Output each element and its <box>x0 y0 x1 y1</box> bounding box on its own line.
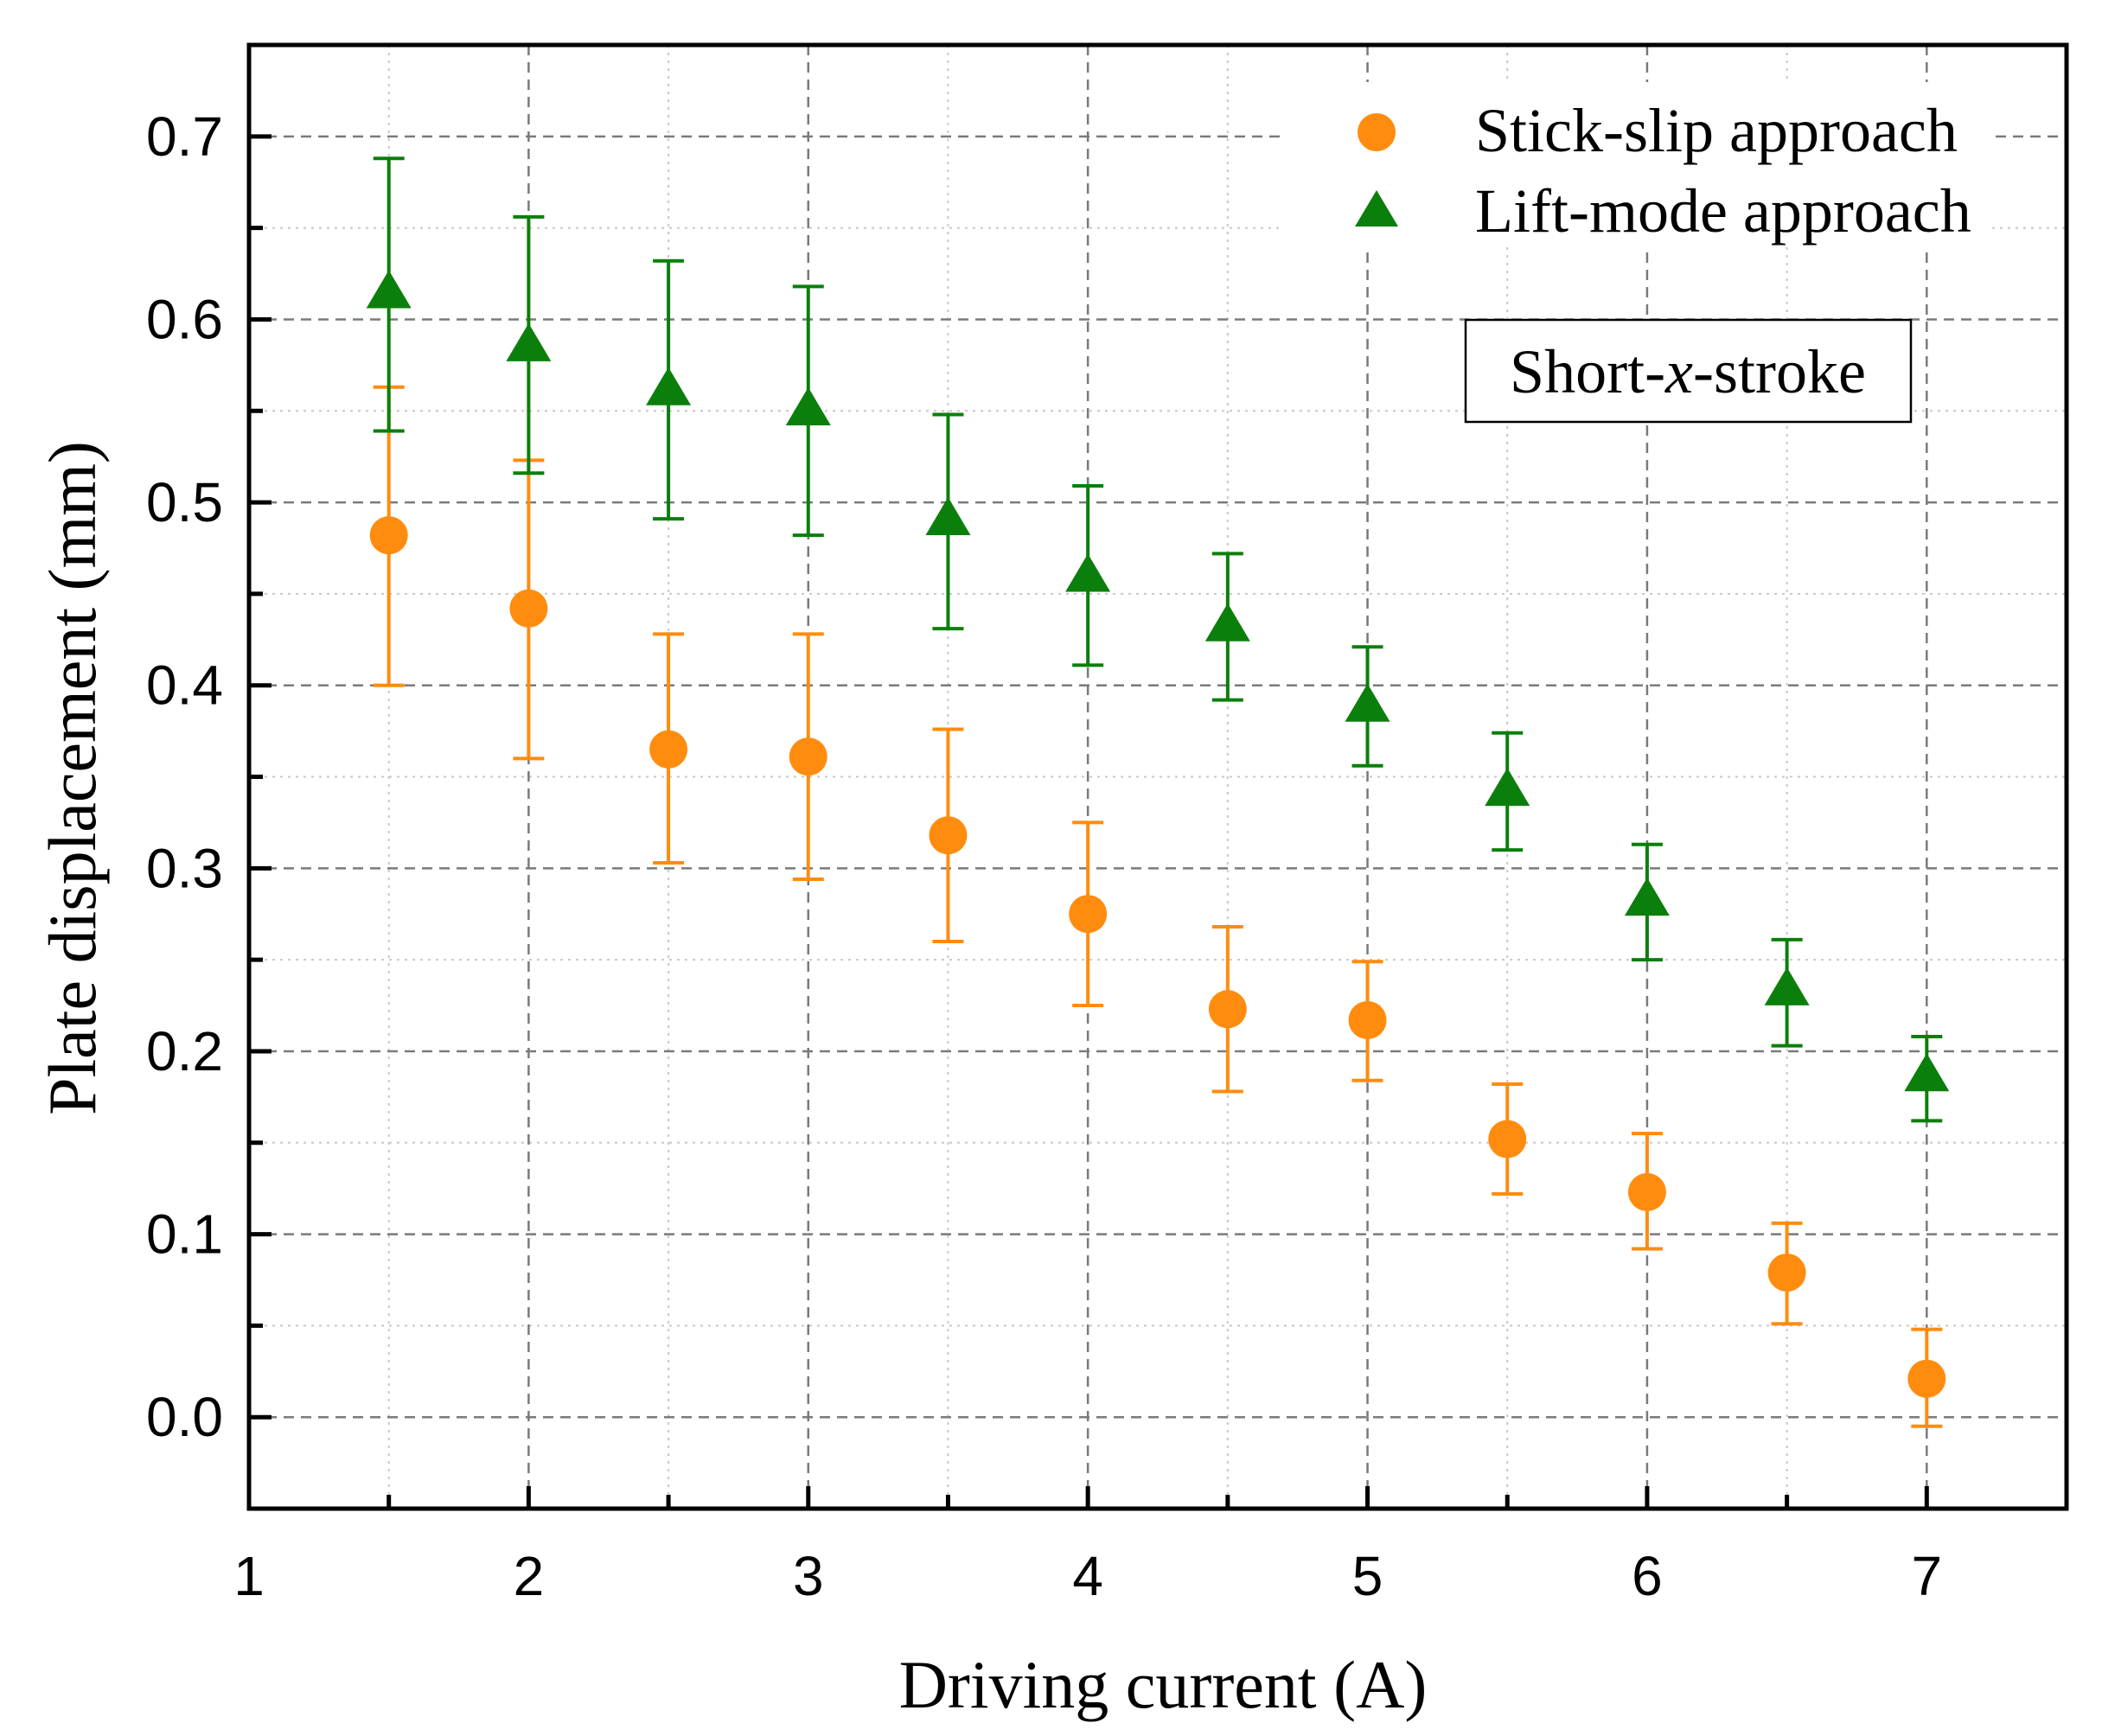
point-stick-slip <box>1348 1000 1387 1039</box>
y-tick-label: 0.1 <box>146 1203 223 1266</box>
annotation-suffix: -stroke <box>1693 337 1866 406</box>
point-stick-slip <box>1627 1172 1666 1211</box>
data-markers <box>366 270 1950 1398</box>
x-axis-title: Driving current (A) <box>899 1647 1428 1722</box>
point-lift-mode <box>506 322 552 361</box>
point-stick-slip <box>509 589 548 628</box>
legend-marker-lift-mode <box>1355 190 1398 227</box>
point-lift-mode <box>1624 878 1670 916</box>
point-lift-mode <box>1345 683 1390 722</box>
point-stick-slip <box>1208 990 1247 1029</box>
x-tick-label: 3 <box>793 1545 824 1607</box>
point-lift-mode <box>366 270 412 309</box>
point-lift-mode <box>925 496 971 535</box>
point-lift-mode <box>1764 967 1810 1005</box>
point-stick-slip <box>369 516 408 555</box>
x-tick-label: 6 <box>1632 1545 1663 1607</box>
x-tick-label: 1 <box>233 1545 265 1607</box>
y-tick-label: 0.7 <box>146 105 223 168</box>
point-lift-mode <box>1485 768 1530 807</box>
point-stick-slip <box>929 816 968 855</box>
point-stick-slip <box>789 737 827 776</box>
y-tick-label: 0.4 <box>146 654 223 717</box>
legend: Stick-slip approach Lift-mode approach <box>1280 82 1989 246</box>
x-tick-label: 7 <box>1912 1545 1943 1607</box>
y-axis-title: Plate displacement (mm) <box>35 441 110 1115</box>
legend-background <box>1280 82 1989 246</box>
point-stick-slip <box>1069 895 1108 934</box>
point-lift-mode <box>1904 1053 1950 1092</box>
y-tick-label: 0.0 <box>146 1386 223 1448</box>
point-lift-mode <box>646 367 692 405</box>
y-tick-label: 0.6 <box>146 288 223 350</box>
point-stick-slip <box>649 730 688 769</box>
annotation-prefix: Short- <box>1510 337 1665 406</box>
point-stick-slip <box>1488 1120 1527 1158</box>
point-lift-mode <box>785 386 831 425</box>
y-tick-label: 0.3 <box>146 837 223 899</box>
x-tick-label: 5 <box>1352 1545 1383 1607</box>
point-lift-mode <box>1204 603 1250 641</box>
point-stick-slip <box>1767 1254 1806 1292</box>
y-tick-label: 0.5 <box>146 471 223 533</box>
legend-label-lift-mode: Lift-mode approach <box>1475 176 1971 246</box>
grid <box>249 44 2067 1509</box>
annotation-label: Short-x-stroke <box>1510 337 1866 406</box>
point-stick-slip <box>1907 1359 1946 1398</box>
annotation-box: Short-x-stroke <box>1464 318 1913 424</box>
x-tick-label: 4 <box>1072 1545 1103 1607</box>
legend-label-stick-slip: Stick-slip approach <box>1475 96 1958 165</box>
axes: 1 2 3 4 5 6 7 0.0 0.1 0.2 0.3 0.4 0.5 0.6 0.7 <box>146 42 2069 1607</box>
annotation-border <box>1464 318 1913 424</box>
y-tick-label: 0.2 <box>146 1020 223 1082</box>
x-tick-label: 2 <box>514 1545 545 1607</box>
point-lift-mode <box>1065 553 1111 592</box>
annotation-italic: x <box>1664 337 1693 406</box>
legend-marker-stick-slip <box>1358 113 1396 151</box>
